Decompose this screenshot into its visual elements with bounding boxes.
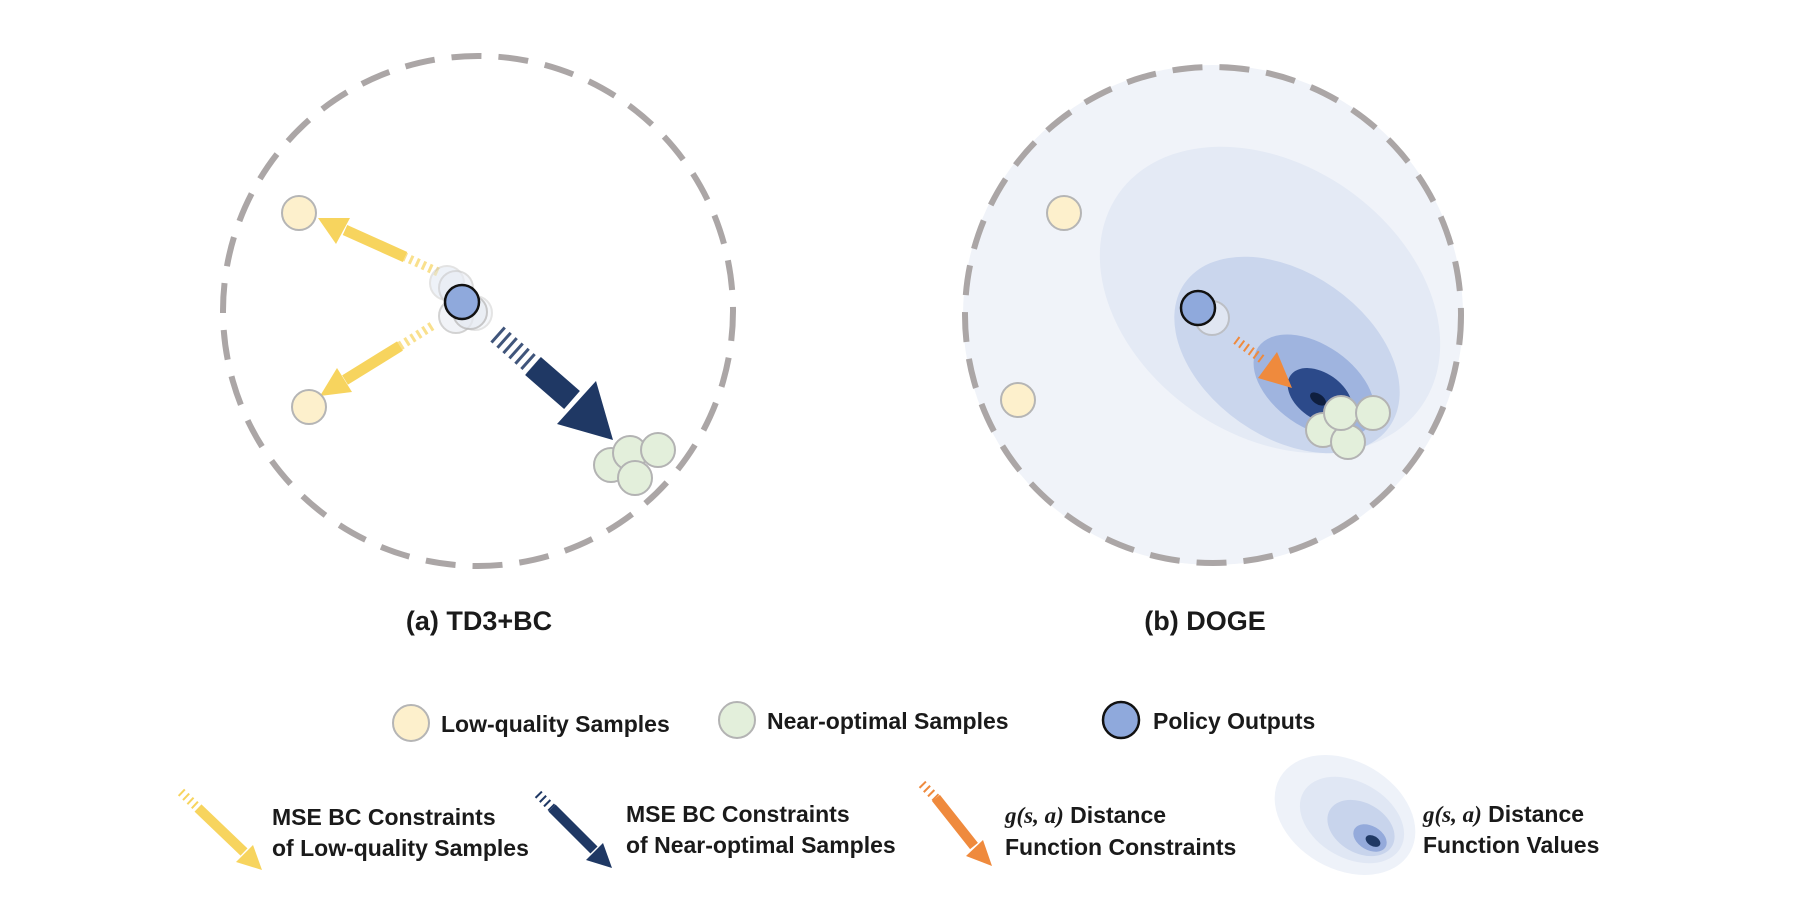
navy-arrow [490,326,613,440]
legend-mse-near-line2: of Near-optimal Samples [626,832,896,858]
orange-arrow [1233,336,1292,388]
low-quality-sample [291,389,327,425]
legend: Low-quality Samples Near-optimal Samples… [177,700,1599,875]
legend-g-constraints-math: g(s, a) [1004,803,1064,828]
low-quality-sample [1000,382,1036,418]
legend-policy-swatch [1101,700,1141,740]
panel-a-td3bc: (a) TD3+BC [220,53,736,636]
policy-output [1179,289,1217,327]
yellow-arrow-upper [318,218,440,277]
legend-mse-low-line1: MSE BC Constraints [272,804,496,830]
legend-g-constraints-line1: g(s, a) Distance [1004,802,1166,828]
legend-near-optimal-label: Near-optimal Samples [767,708,1009,734]
legend-g-values-line1: g(s, a) Distance [1422,801,1584,827]
legend-policy-label: Policy Outputs [1153,708,1315,734]
legend-g-constraints-line2: Function Constraints [1005,834,1236,860]
legend-g-values-suffix: Distance [1482,801,1584,827]
policy-output [443,283,481,321]
legend-low-quality-swatch [392,704,430,742]
legend-mse-near-line1: MSE BC Constraints [626,801,850,827]
legend-near-optimal-swatch [718,701,756,739]
panel-b-caption: (b) DOGE [1144,606,1266,636]
yellow-arrow-lower [320,322,435,396]
legend-g-constraints-suffix: Distance [1064,802,1166,828]
legend-yellow-arrow-icon [177,788,262,870]
panel-a-dashed-boundary [220,53,736,569]
legend-g-values-line2: Function Values [1423,832,1599,858]
distance-function-contours [963,65,1463,565]
legend-navy-arrow-icon [534,790,612,868]
low-quality-sample [1046,195,1082,231]
legend-g-values-math: g(s, a) [1422,802,1482,827]
near-optimal-cluster [1305,395,1391,460]
near-optimal-cluster [593,432,676,496]
panel-b-doge: (b) DOGE [962,64,1464,636]
low-quality-sample [281,195,317,231]
legend-distance-values-icon [1274,755,1416,875]
panel-b-dashed-boundary [962,64,1464,566]
legend-mse-low-line2: of Low-quality Samples [272,835,529,861]
panel-a-caption: (a) TD3+BC [406,606,552,636]
legend-low-quality-label: Low-quality Samples [441,711,670,737]
legend-orange-arrow-icon [918,780,992,866]
